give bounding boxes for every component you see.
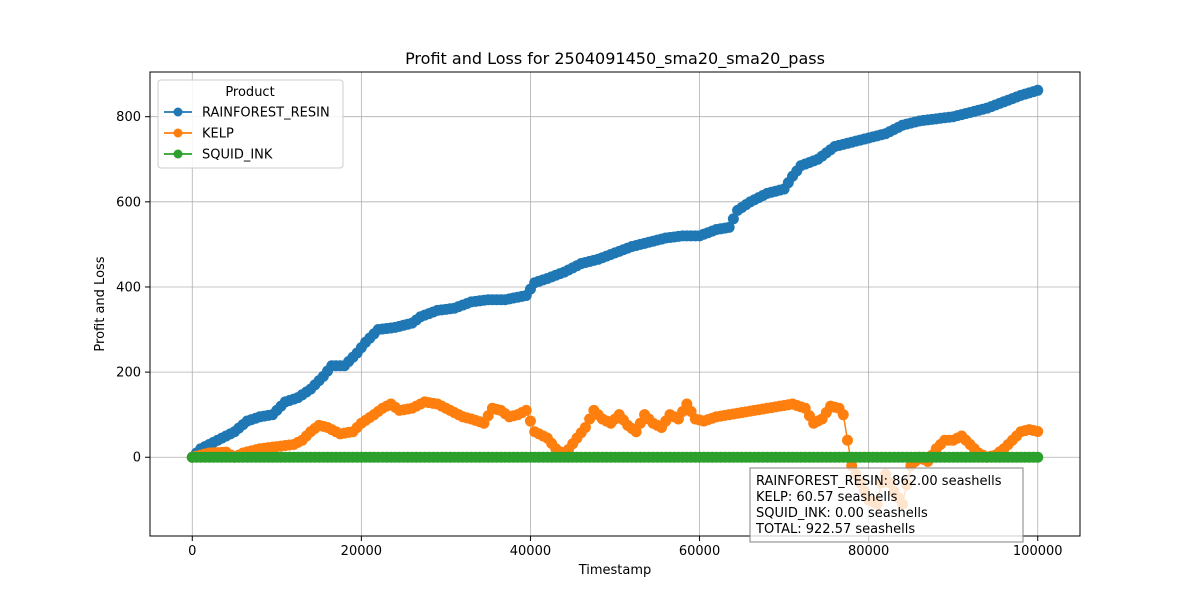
legend-marker	[173, 128, 183, 138]
data-point-squid-ink	[1032, 451, 1044, 463]
y-axis-label: Profit and Loss	[93, 256, 108, 351]
x-tick-label: 60000	[679, 544, 720, 559]
data-point-kelp	[837, 409, 849, 421]
legend-title: Product	[225, 85, 274, 100]
data-point-kelp	[630, 426, 642, 438]
y-tick-label: 800	[116, 110, 141, 125]
data-point-rainforest-resin	[727, 213, 739, 225]
legend-frame	[157, 79, 344, 169]
legend-entry-squid-ink: SQUID_INK	[164, 148, 273, 163]
annotation-line-1: RAINFOREST_RESIN: 862.00 seashells	[756, 474, 1002, 489]
series-squid-ink	[186, 451, 1044, 463]
annotation-line-3: SQUID_INK: 0.00 seashells	[756, 506, 928, 521]
data-point-kelp	[1032, 425, 1044, 437]
data-point-rainforest-resin	[723, 221, 735, 233]
annotation-box: RAINFOREST_RESIN: 862.00 seashells KELP:…	[749, 467, 1024, 543]
data-point-kelp	[520, 404, 532, 416]
legend-marker	[173, 149, 183, 159]
x-tick-label: 0	[188, 544, 196, 559]
y-axis: 0 200 400 600 800	[116, 110, 150, 466]
y-tick-label: 200	[116, 366, 141, 381]
x-tick-label: 40000	[510, 544, 551, 559]
annotation-frame	[749, 467, 1024, 543]
legend-label: KELP	[202, 127, 234, 142]
data-point-kelp	[634, 417, 646, 429]
legend-label: SQUID_INK	[202, 148, 273, 163]
data-point-kelp	[842, 434, 853, 446]
legend-marker	[173, 107, 183, 117]
x-tick-label: 100000	[1013, 544, 1063, 559]
x-axis-label: Timestamp	[578, 563, 652, 578]
annotation-line-2: KELP: 60.57 seashells	[756, 490, 898, 505]
series-layer	[186, 84, 1044, 510]
y-tick-label: 400	[116, 280, 141, 295]
series-rainforest-resin	[186, 84, 1044, 463]
data-point-rainforest-resin	[1032, 84, 1044, 96]
legend: Product RAINFOREST_RESIN KELP SQUID_INK	[157, 79, 344, 169]
chart-title: Profit and Loss for 2504091450_sma20_sma…	[405, 49, 825, 69]
legend-entry-rainforest-resin: RAINFOREST_RESIN	[164, 106, 330, 121]
x-axis: 0 20000 40000 60000 80000 100000	[188, 536, 1063, 559]
x-tick-label: 20000	[341, 544, 382, 559]
y-tick-label: 0	[133, 451, 141, 466]
legend-label: RAINFOREST_RESIN	[202, 106, 330, 121]
y-tick-label: 600	[116, 195, 141, 210]
data-point-kelp	[579, 421, 591, 433]
x-tick-label: 80000	[848, 544, 889, 559]
plot-frame	[149, 71, 1081, 537]
data-point-kelp	[584, 413, 596, 425]
legend-entry-kelp: KELP	[164, 127, 234, 142]
annotation-line-4: TOTAL: 922.57 seashells	[755, 522, 915, 537]
data-point-kelp	[524, 415, 536, 427]
